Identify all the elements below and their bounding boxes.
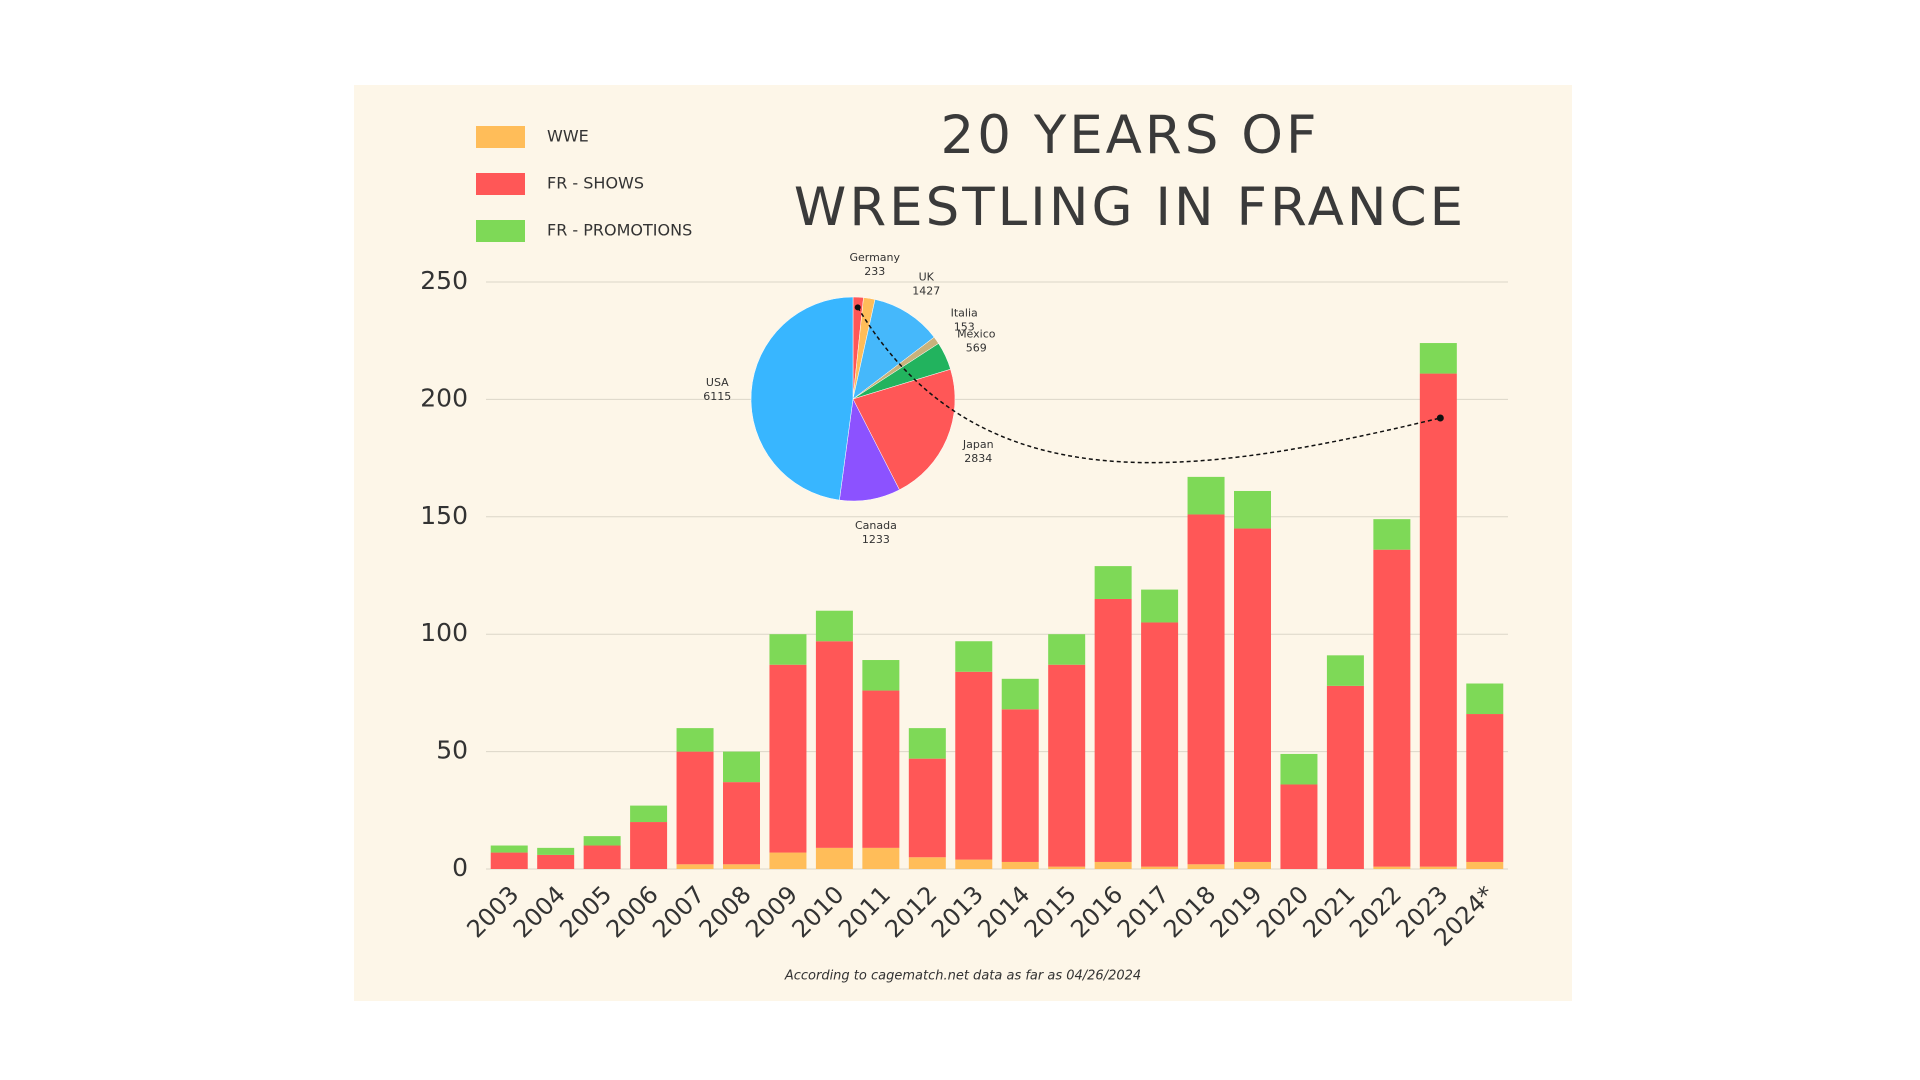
- bar-segment: [955, 859, 993, 869]
- pie-label: Italia: [951, 307, 978, 320]
- bar-segment: [537, 847, 575, 855]
- pie-value: 6115: [703, 390, 731, 403]
- bar-segment: [769, 634, 807, 665]
- bar-segment: [815, 610, 853, 642]
- pie-value: 1233: [862, 533, 890, 546]
- bar-segment: [1187, 476, 1225, 515]
- pie-value: 569: [966, 342, 987, 355]
- bar-segment: [583, 836, 621, 846]
- pie-label: Germany: [849, 251, 900, 264]
- connector-end: [1436, 414, 1444, 422]
- bar-segment: [490, 845, 528, 853]
- legend-label: WWE: [547, 127, 589, 146]
- legend-swatch: [476, 220, 525, 242]
- bar-segment: [676, 864, 714, 869]
- y-tick-label: 200: [420, 383, 468, 412]
- bar-segment: [1048, 866, 1086, 869]
- bar-segment: [1094, 861, 1132, 869]
- bar-segment: [1187, 864, 1225, 869]
- bar-segment: [815, 641, 853, 848]
- y-tick-label: 150: [420, 501, 468, 530]
- bar-segment: [723, 751, 760, 783]
- bar-segment: [908, 857, 946, 869]
- bar-segment: [815, 847, 853, 869]
- bar-segment: [1466, 714, 1504, 862]
- bar-segment: [769, 852, 807, 869]
- bar-segment: [1234, 490, 1271, 529]
- legend-label: FR - SHOWS: [547, 174, 644, 193]
- y-tick-label: 250: [420, 266, 468, 295]
- bar-segment: [723, 864, 760, 869]
- bar-segment: [862, 660, 900, 691]
- bar-segment: [1094, 598, 1132, 862]
- bar-segment: [1373, 519, 1411, 550]
- bar-segment: [1048, 664, 1086, 867]
- bar-segment: [630, 805, 668, 823]
- pie-value: 233: [864, 265, 885, 278]
- chart-title: 20 YEARS OF WRESTLING IN FRANCE: [793, 105, 1467, 238]
- bar-segment: [1001, 678, 1039, 710]
- bar-segment: [676, 728, 714, 752]
- pie-label: Japan: [962, 438, 994, 451]
- bar-segment: [1234, 861, 1271, 869]
- bar-segment: [1373, 866, 1411, 869]
- bar-segment: [1280, 753, 1318, 785]
- pie-label: Canada: [855, 519, 897, 532]
- pie-label: USA: [706, 376, 729, 389]
- bar-segment: [1001, 861, 1039, 869]
- connector: [857, 306, 1441, 464]
- bar-segment: [908, 758, 946, 858]
- bar-segment: [1419, 343, 1457, 374]
- pie-slice: [852, 299, 935, 400]
- bar-segment: [1048, 634, 1086, 665]
- pie-slice: [852, 368, 956, 491]
- pie-value: 2834: [964, 452, 992, 465]
- pie-slice: [750, 296, 854, 501]
- bar-segment: [955, 641, 993, 672]
- bar-segment: [955, 671, 993, 860]
- bar-segment: [1466, 683, 1504, 715]
- pie-label: Mexico: [957, 328, 996, 341]
- y-tick-label: 0: [452, 853, 468, 882]
- bar-segment: [1141, 866, 1179, 869]
- bar-segment: [862, 690, 900, 848]
- bar-segment: [630, 822, 668, 869]
- bar-segment: [1141, 622, 1179, 867]
- pie-label: UK: [919, 270, 935, 283]
- bar-segment: [1001, 709, 1039, 862]
- bar-segment: [1326, 655, 1364, 686]
- bar-segment: [1466, 861, 1504, 869]
- bar-segment: [1234, 528, 1271, 862]
- bar-segment: [537, 854, 575, 869]
- bar-segment: [1280, 784, 1318, 869]
- bar-segment: [1419, 373, 1457, 867]
- y-tick-label: 100: [420, 618, 468, 647]
- bar-segment: [723, 782, 760, 865]
- bar-segment: [1373, 549, 1411, 867]
- bar-segment: [1094, 566, 1132, 599]
- connector-start: [854, 304, 861, 311]
- legend-swatch: [476, 126, 525, 148]
- bar-segment: [583, 845, 621, 869]
- bar-segment: [908, 728, 946, 759]
- bar-segment: [862, 847, 900, 869]
- source-note: According to cagematch.net data as far a…: [784, 969, 1141, 984]
- pie-value: 1427: [912, 284, 940, 297]
- bar-segment: [1326, 685, 1364, 869]
- bar-segment: [676, 751, 714, 865]
- bar-segment: [1187, 514, 1225, 865]
- pie-value: 153: [954, 321, 975, 334]
- y-tick-label: 50: [436, 736, 468, 765]
- bar-segment: [1141, 589, 1179, 623]
- legend-swatch: [476, 173, 525, 195]
- bar-segment: [1419, 866, 1457, 869]
- bar-segment: [490, 852, 528, 869]
- bar-segment: [769, 664, 807, 853]
- legend-label: FR - PROMOTIONS: [547, 221, 692, 240]
